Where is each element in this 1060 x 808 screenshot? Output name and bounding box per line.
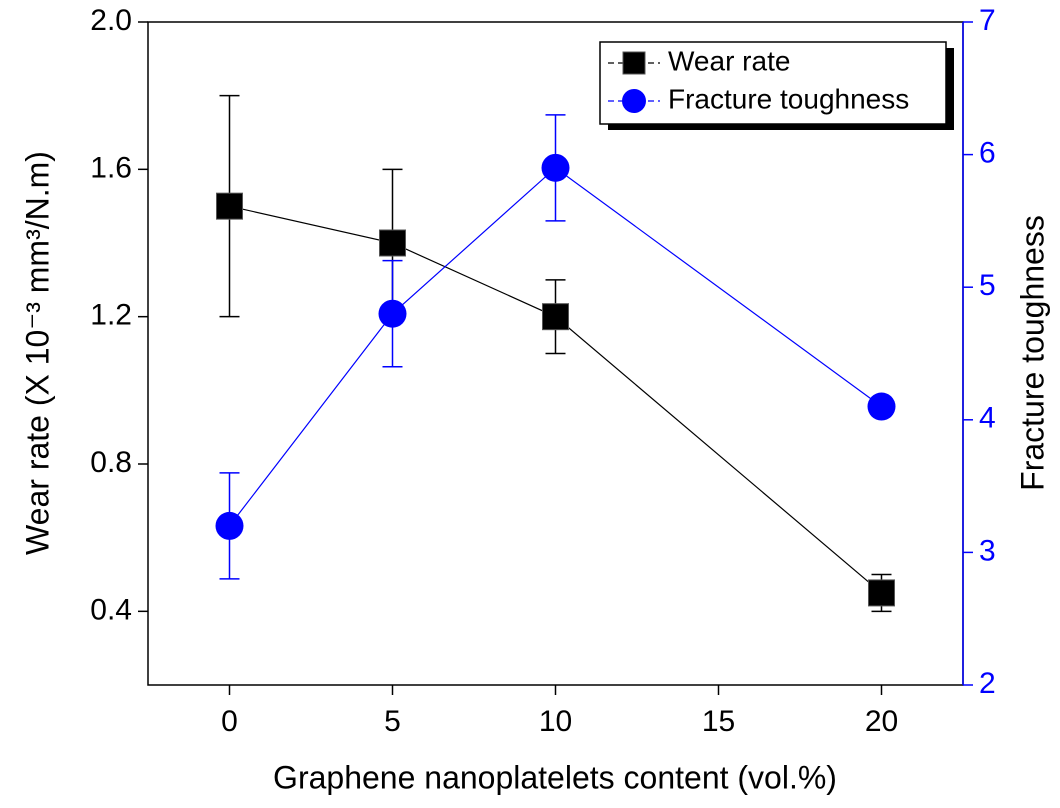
legend (599, 41, 947, 125)
y2-axis-title: Fracture toughness (1014, 215, 1050, 491)
marker (378, 299, 407, 328)
x-tick-label: 5 (384, 705, 401, 738)
y2-tick-label: 3 (979, 534, 996, 567)
x-axis-title: Graphene nanoplatelets content (vol.%) (273, 759, 837, 795)
y2-tick-label: 2 (979, 667, 996, 700)
legend-label: Wear rate (668, 45, 790, 76)
y-tick-label: 0.8 (90, 446, 132, 479)
y-tick-label: 1.6 (90, 151, 132, 184)
marker (622, 89, 646, 113)
y-axis-title: Wear rate (X 10⁻³ mm³/N.m) (19, 151, 55, 555)
y2-tick-label: 6 (979, 137, 996, 170)
marker (215, 511, 244, 540)
marker (379, 229, 406, 257)
y-tick-label: 2.0 (90, 4, 132, 37)
marker (541, 153, 570, 182)
series-line (229, 167, 882, 527)
y-tick-label: 0.4 (90, 593, 132, 626)
x-tick-label: 10 (539, 705, 572, 738)
marker (868, 579, 895, 607)
y2-tick-label: 7 (979, 4, 996, 37)
marker (622, 51, 646, 75)
legend-label: Fracture toughness (668, 83, 909, 114)
x-tick-label: 20 (865, 705, 898, 738)
marker (216, 192, 243, 220)
series-line (229, 205, 882, 594)
marker (867, 392, 896, 421)
y2-tick-label: 4 (979, 402, 996, 435)
y-tick-label: 1.2 (90, 299, 132, 332)
x-tick-label: 15 (702, 705, 735, 738)
y2-tick-label: 5 (979, 269, 996, 302)
x-tick-label: 0 (221, 705, 238, 738)
marker (542, 303, 569, 331)
